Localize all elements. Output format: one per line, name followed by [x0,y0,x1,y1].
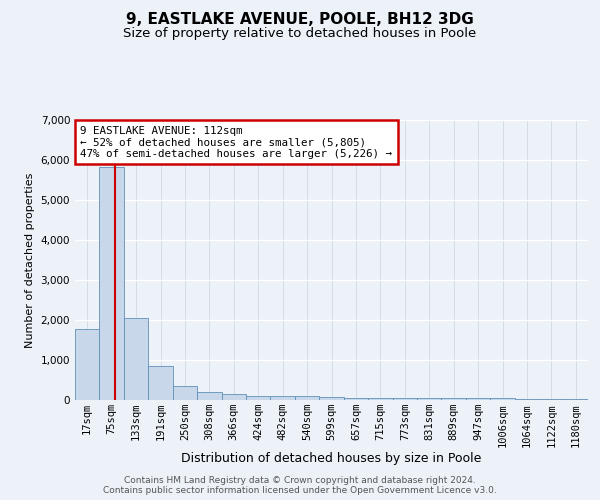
Text: 9, EASTLAKE AVENUE, POOLE, BH12 3DG: 9, EASTLAKE AVENUE, POOLE, BH12 3DG [126,12,474,28]
X-axis label: Distribution of detached houses by size in Poole: Distribution of detached houses by size … [181,452,482,465]
Bar [368,398,392,400]
Bar [466,398,490,400]
Bar [124,318,148,400]
Bar [539,398,563,400]
Bar [344,398,368,400]
Bar [271,396,295,400]
Text: 9 EASTLAKE AVENUE: 112sqm
← 52% of detached houses are smaller (5,805)
47% of se: 9 EASTLAKE AVENUE: 112sqm ← 52% of detac… [80,126,392,159]
Bar [197,392,221,400]
Bar [148,366,173,400]
Bar [221,394,246,400]
Bar [173,386,197,400]
Bar [319,397,344,400]
Bar [563,399,588,400]
Bar [417,398,442,400]
Bar [490,398,515,400]
Bar [392,398,417,400]
Text: Contains HM Land Registry data © Crown copyright and database right 2024.
Contai: Contains HM Land Registry data © Crown c… [103,476,497,495]
Text: Size of property relative to detached houses in Poole: Size of property relative to detached ho… [124,28,476,40]
Y-axis label: Number of detached properties: Number of detached properties [25,172,35,348]
Bar [75,329,100,400]
Bar [442,398,466,400]
Bar [100,167,124,400]
Bar [515,398,539,400]
Bar [246,396,271,400]
Bar [295,396,319,400]
